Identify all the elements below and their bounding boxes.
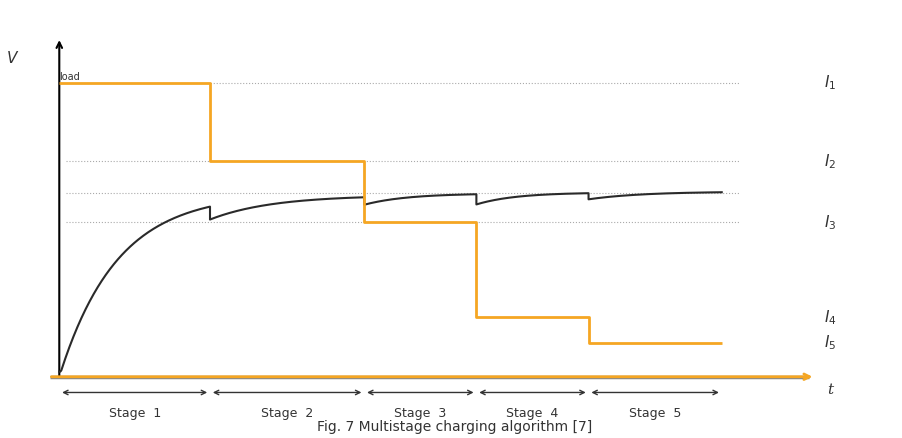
Text: $I_{2}$: $I_{2}$ [824, 152, 836, 170]
Text: Stage  5: Stage 5 [629, 406, 681, 420]
Text: $I_{5}$: $I_{5}$ [824, 333, 836, 352]
Text: $V$: $V$ [6, 49, 19, 66]
Text: Fig. 7 Multistage charging algorithm [7]: Fig. 7 Multistage charging algorithm [7] [317, 420, 592, 434]
Text: Stage  4: Stage 4 [506, 406, 558, 420]
Text: $I_{4}$: $I_{4}$ [824, 308, 837, 327]
Text: Stage  1: Stage 1 [108, 406, 161, 420]
Text: $I_{3}$: $I_{3}$ [824, 213, 836, 232]
Text: Stage  3: Stage 3 [394, 406, 446, 420]
Text: Stage  2: Stage 2 [261, 406, 313, 420]
Text: t: t [827, 383, 833, 397]
Text: $I_{1}$: $I_{1}$ [824, 74, 836, 92]
Text: load: load [60, 72, 80, 82]
